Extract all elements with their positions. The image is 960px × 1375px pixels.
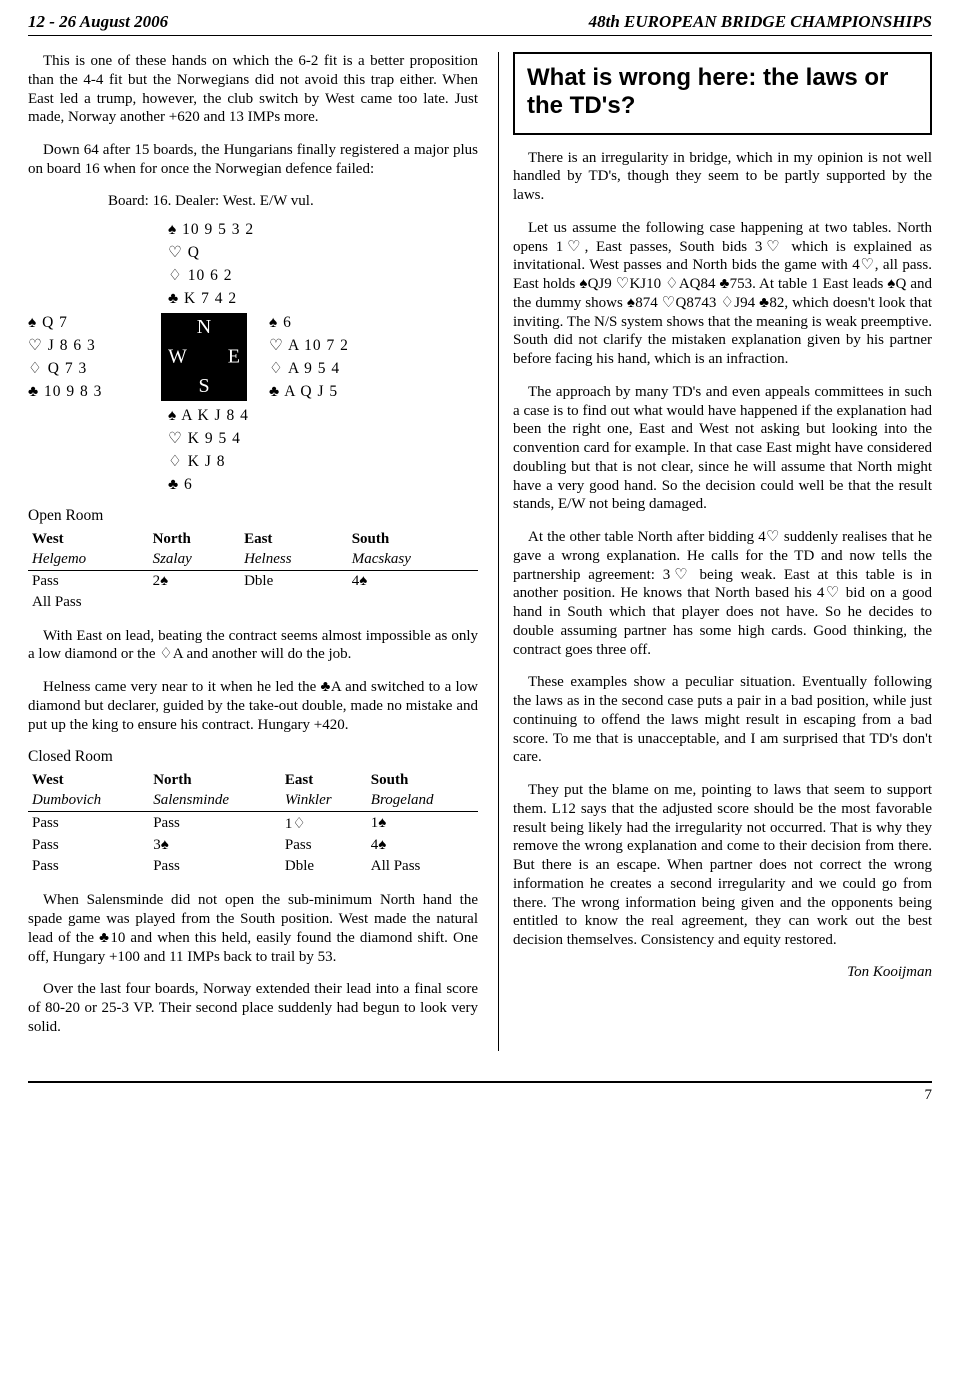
bid-cell: All Pass (28, 592, 149, 613)
west-hand: ♠ Q 7 ♡ J 8 6 3 ♢ Q 7 3 ♣ 10 9 8 3 (28, 311, 133, 404)
compass-box: N W E S (161, 313, 247, 401)
sidebar-title: What is wrong here: the laws or the TD's… (527, 64, 918, 121)
bid-cell: All Pass (367, 856, 478, 877)
bid-cell: Pass (149, 812, 281, 836)
page-number: 7 (925, 1087, 933, 1103)
bid-cell: 2♠ (149, 570, 241, 592)
player-name: Helness (240, 550, 348, 571)
player-name: Szalay (149, 550, 241, 571)
north-hand: ♠ 10 9 5 3 2 ♡ Q ♢ 10 6 2 ♣ K 7 4 2 (168, 218, 254, 311)
bid-cell: 4♠ (367, 835, 478, 856)
closed-room-bidding: West North East South Dumbovich Salensmi… (28, 770, 478, 877)
south-hand: ♠ A K J 8 4 ♡ K 9 5 4 ♢ K J 8 ♣ 6 (168, 404, 249, 497)
seat-header: North (149, 529, 241, 550)
header-event: 48th EUROPEAN BRIDGE CHAMPIONSHIPS (589, 12, 932, 32)
seat-header: West (28, 529, 149, 550)
bid-cell: 4♠ (348, 570, 478, 592)
player-name: Winkler (281, 791, 367, 812)
left-p5: When Salensminde did not open the sub-mi… (28, 891, 478, 966)
right-column: What is wrong here: the laws or the TD's… (498, 52, 932, 1051)
right-p1: There is an irregularity in bridge, whic… (513, 149, 932, 205)
left-p4: Helness came very near to it when he led… (28, 678, 478, 734)
bid-cell: Pass (28, 812, 149, 836)
sidebar-title-box: What is wrong here: the laws or the TD's… (513, 52, 932, 135)
bid-cell: 1♢ (281, 812, 367, 836)
compass-e: E (228, 346, 240, 369)
board-info: Board: 16. Dealer: West. E/W vul. (108, 193, 478, 210)
bid-cell: Pass (28, 856, 149, 877)
compass-s: S (198, 375, 209, 398)
seat-header: South (348, 529, 478, 550)
compass-n: N (197, 316, 211, 339)
bid-cell: Pass (28, 835, 149, 856)
compass-w: W (168, 346, 187, 369)
open-room-bidding: West North East South Helgemo Szalay Hel… (28, 529, 478, 613)
bid-cell: 3♠ (149, 835, 281, 856)
bid-cell: Dble (281, 856, 367, 877)
seat-header: South (367, 770, 478, 791)
player-name: Salensminde (149, 791, 281, 812)
hand-diagram: ♠ 10 9 5 3 2 ♡ Q ♢ 10 6 2 ♣ K 7 4 2 ♠ Q … (28, 218, 478, 497)
seat-header: East (281, 770, 367, 791)
seat-header: North (149, 770, 281, 791)
page-footer: 7 (28, 1081, 932, 1104)
right-p6: They put the blame on me, pointing to la… (513, 781, 932, 950)
seat-header: East (240, 529, 348, 550)
east-hand: ♠ 6 ♡ A 10 7 2 ♢ A 9 5 4 ♣ A Q J 5 (269, 311, 349, 404)
author-byline: Ton Kooijman (513, 964, 932, 981)
closed-room-title: Closed Room (28, 748, 478, 766)
bid-cell: Pass (281, 835, 367, 856)
open-room-title: Open Room (28, 507, 478, 525)
bid-cell (149, 592, 241, 613)
bid-cell (240, 592, 348, 613)
left-p1: This is one of these hands on which the … (28, 52, 478, 127)
left-column: This is one of these hands on which the … (28, 52, 478, 1051)
left-p3: With East on lead, beating the contract … (28, 627, 478, 665)
player-name: Brogeland (367, 791, 478, 812)
seat-header: West (28, 770, 149, 791)
left-p6: Over the last four boards, Norway extend… (28, 980, 478, 1036)
player-name: Dumbovich (28, 791, 149, 812)
right-p2: Let us assume the following case happeni… (513, 219, 932, 369)
bid-cell: 1♠ (367, 812, 478, 836)
bid-cell (348, 592, 478, 613)
bid-cell: Pass (28, 570, 149, 592)
page-header: 12 - 26 August 2006 48th EUROPEAN BRIDGE… (28, 12, 932, 36)
header-date: 12 - 26 August 2006 (28, 12, 168, 32)
player-name: Helgemo (28, 550, 149, 571)
content-columns: This is one of these hands on which the … (28, 52, 932, 1051)
left-p2: Down 64 after 15 boards, the Hungarians … (28, 141, 478, 179)
right-p3: The approach by many TD's and even appea… (513, 383, 932, 514)
player-name: Macskasy (348, 550, 478, 571)
right-p4: At the other table North after bidding 4… (513, 528, 932, 659)
bid-cell: Pass (149, 856, 281, 877)
bid-cell: Dble (240, 570, 348, 592)
right-p5: These examples show a peculiar situation… (513, 673, 932, 767)
